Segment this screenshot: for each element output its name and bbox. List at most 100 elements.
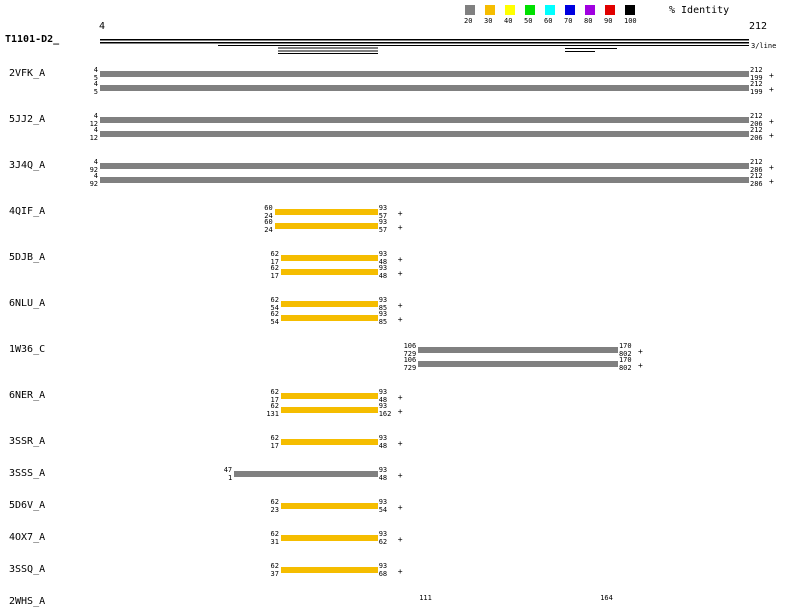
segment-query-start: 106: [403, 356, 417, 364]
alignment-bar: [280, 315, 378, 321]
segment-target-end: 802: [618, 364, 632, 372]
segment-query-start: 62: [270, 498, 279, 506]
segment-target-end: 62: [378, 538, 388, 546]
legend-swatch: [525, 5, 535, 15]
query-end-label: 212: [749, 21, 768, 32]
alignment-bar: [100, 85, 749, 91]
per-line-label: 3/line: [751, 42, 777, 50]
legend-swatch-label: 90: [604, 17, 613, 25]
strand-flag: +: [637, 361, 643, 370]
hit-name: 5JJ2_A: [9, 114, 46, 125]
strand-flag: +: [397, 269, 403, 278]
hit-name: 6NLU_A: [9, 298, 46, 309]
alignment-bar: [100, 177, 749, 183]
alignment-bar: [280, 255, 378, 261]
segment-target-start: 17: [270, 396, 279, 404]
hit-name: 5DJB_A: [9, 252, 46, 263]
alignment-bar: [274, 223, 378, 229]
segment-query-end: 93: [378, 498, 388, 506]
segment-query-end: 93: [378, 204, 388, 212]
alignment-bar: [100, 131, 749, 137]
segment-query-start: 47: [223, 466, 233, 474]
segment-query-end: 93: [378, 218, 388, 226]
segment-target-start: 37: [270, 570, 279, 578]
segment-target-end: 802: [618, 350, 632, 358]
segment-query-end: 170: [618, 356, 632, 364]
segment-query-end: 93: [378, 466, 388, 474]
segment-target-start: 23: [270, 506, 279, 514]
segment-target-end: 54: [378, 506, 388, 514]
legend-title: % Identity: [669, 5, 730, 16]
legend-swatch-label: 30: [484, 17, 493, 25]
segment-target-start: 24: [264, 226, 273, 234]
segment-query-end: 212: [750, 112, 763, 120]
query-coverage-lines: [100, 39, 749, 54]
segment-target-start: 54: [270, 318, 279, 326]
segment-target-end: 48: [378, 474, 388, 482]
query-start-label: 4: [99, 21, 106, 32]
alignment-bar: [100, 117, 749, 123]
segment-query-end: 93: [378, 402, 388, 410]
legend-swatch: [585, 5, 595, 15]
alignment-bar: [280, 567, 378, 573]
segment-target-start: 5: [93, 88, 98, 96]
hit-name: 3SSQ_A: [9, 564, 46, 575]
segment-query-end: 212: [750, 158, 763, 166]
segment-target-end: 199: [750, 74, 763, 82]
legend-swatch-label: 50: [524, 17, 533, 25]
segment-target-start: 92: [89, 166, 98, 174]
alignment-bar: [100, 71, 749, 77]
strand-flag: +: [769, 177, 774, 186]
segment-target-end: 48: [378, 272, 388, 280]
alignment-bar: [280, 393, 378, 399]
segment-query-start: 60: [264, 204, 273, 212]
alignment-bar: [418, 361, 618, 367]
segment-query-start: 62: [270, 250, 279, 258]
segment-query-start: 62: [270, 310, 279, 318]
segment-target-end: 206: [750, 120, 763, 128]
segment-target-end: 48: [378, 442, 388, 450]
hit-name: 3SSS_A: [9, 468, 46, 479]
hit-name: 3SSR_A: [9, 436, 46, 447]
segment-target-start: 5: [93, 74, 98, 82]
legend-swatch-label: 60: [544, 17, 553, 25]
segment-target-end: 286: [750, 166, 763, 174]
legend-swatch: [485, 5, 495, 15]
strand-flag: +: [397, 439, 403, 448]
alignment-bar: [274, 209, 378, 215]
legend-swatch: [545, 5, 555, 15]
segment-target-end: 206: [750, 134, 763, 142]
segment-query-end: 93: [378, 264, 388, 272]
legend-swatch: [605, 5, 615, 15]
segment-query-start: 62: [270, 434, 279, 442]
segment-target-start: 31: [270, 538, 279, 546]
segment-query-start: 4: [93, 126, 98, 134]
legend-swatch-label: 80: [584, 17, 593, 25]
segment-target-end: 85: [378, 304, 388, 312]
segment-query-end: 212: [750, 66, 763, 74]
segment-query-start: 4: [93, 172, 98, 180]
segment-query-start: 62: [270, 296, 279, 304]
segment-target-end: 57: [378, 226, 388, 234]
segment-query-start: 111: [419, 594, 432, 602]
hit-name: 3J4Q_A: [9, 160, 46, 171]
strand-flag: +: [397, 503, 403, 512]
segment-query-end: 93: [378, 388, 388, 396]
segment-query-end: 93: [378, 310, 388, 318]
segment-query-start: 4: [93, 112, 98, 120]
strand-flag: +: [397, 255, 403, 264]
legend-swatch-label: 70: [564, 17, 573, 25]
strand-flag: +: [397, 471, 403, 480]
segment-query-end: 93: [378, 530, 388, 538]
legend-swatch-label: 40: [504, 17, 513, 25]
segment-query-start: 4: [93, 66, 98, 74]
segment-target-start: 92: [89, 180, 98, 188]
segment-query-end: 212: [750, 80, 763, 88]
segment-query-start: 4: [93, 80, 98, 88]
strand-flag: +: [397, 223, 403, 232]
segment-target-end: 48: [378, 258, 388, 266]
legend-swatch: [565, 5, 575, 15]
segment-target-end: 286: [750, 180, 763, 188]
segment-query-end: 170: [618, 342, 632, 350]
